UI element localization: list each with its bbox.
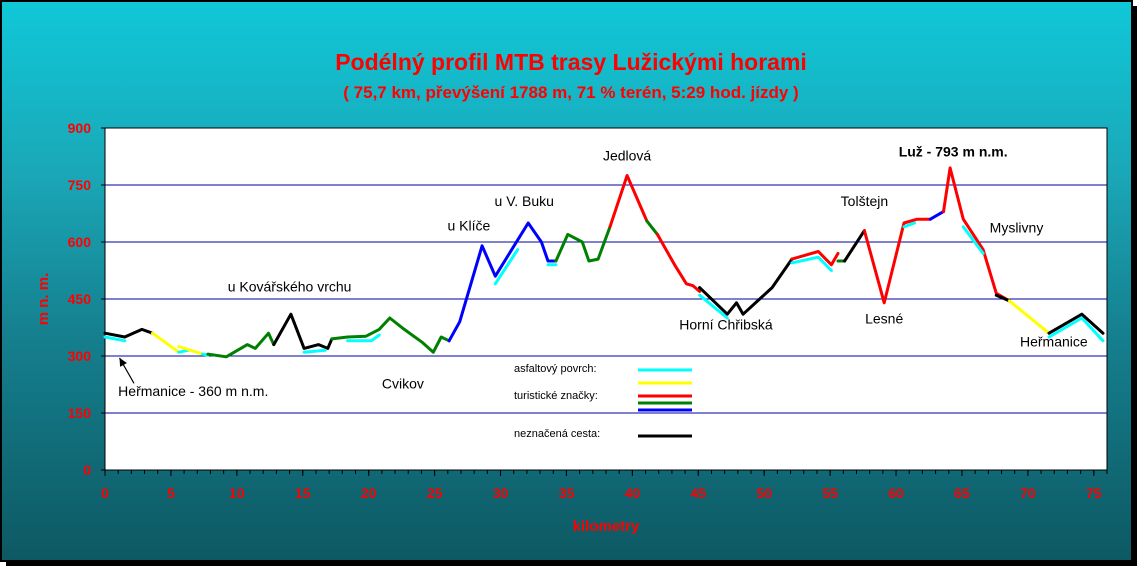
frame-shadow-bottom bbox=[6, 562, 1137, 566]
segment-cyan-28 bbox=[961, 225, 985, 255]
annotations: Heřmanice - 360 m n.m. u Kovářského vrchu… bbox=[118, 144, 1088, 399]
segment-cyan-20 bbox=[790, 255, 833, 272]
segment-yellow-2 bbox=[151, 331, 181, 354]
chart-subtitle: ( 75,7 km, převýšení 1788 m, 71 % terén,… bbox=[343, 83, 798, 102]
segment-red-17 bbox=[655, 232, 702, 293]
x-tick-label-14: 70 bbox=[1020, 485, 1036, 501]
frame-shadow-right bbox=[1133, 6, 1137, 566]
x-tick-label-1: 5 bbox=[167, 485, 175, 501]
label-hermanice-end: Heřmanice bbox=[1020, 334, 1088, 350]
legend: asfaltový povrch: turistické značky: nezna… bbox=[514, 363, 692, 440]
label-hermanice-start: Heřmanice - 360 m n.m. bbox=[118, 383, 268, 399]
segment-cyan-10 bbox=[346, 333, 381, 343]
segment-black-23 bbox=[843, 229, 866, 263]
x-tick-label-9: 45 bbox=[691, 485, 707, 501]
route-segments bbox=[103, 166, 1105, 359]
label-lesne: Lesné bbox=[865, 311, 903, 327]
legend-label-2: neznačená cesta: bbox=[514, 428, 600, 440]
segment-green-16 bbox=[645, 219, 659, 236]
segment-cyan-3 bbox=[177, 348, 190, 354]
x-tick-label-0: 0 bbox=[101, 485, 109, 501]
segment-cyan-18 bbox=[698, 293, 729, 320]
segment-red-15 bbox=[608, 174, 649, 229]
x-tick-label-3: 15 bbox=[295, 485, 311, 501]
x-tick-label-5: 25 bbox=[427, 485, 443, 501]
label-vbuku: u V. Buku bbox=[495, 193, 554, 209]
segment-cyan-0 bbox=[103, 335, 127, 343]
label-kovarsky: u Kovářského vrchu bbox=[228, 278, 352, 294]
segment-red-21 bbox=[790, 250, 840, 267]
segment-green-14 bbox=[554, 225, 612, 263]
label-tolstejn: Tolštejn bbox=[841, 193, 888, 209]
segment-red-24 bbox=[862, 217, 932, 305]
label-horni-chribska: Horní Chřibská bbox=[679, 316, 773, 332]
segment-green-9 bbox=[330, 316, 451, 354]
segment-black-19 bbox=[698, 257, 794, 316]
x-tick-label-12: 60 bbox=[888, 485, 904, 501]
x-tick-label-15: 75 bbox=[1086, 485, 1102, 501]
x-axis-label: kilometry bbox=[573, 518, 640, 535]
x-tick-label-6: 30 bbox=[493, 485, 509, 501]
x-tick-label-7: 35 bbox=[559, 485, 575, 501]
label-luz: Luž - 793 m n.m. bbox=[899, 144, 1008, 160]
x-tick-label-11: 55 bbox=[822, 485, 838, 501]
segment-green-6 bbox=[206, 331, 276, 359]
segment-cyan-8 bbox=[302, 348, 327, 354]
x-tick-label-4: 20 bbox=[361, 485, 377, 501]
y-tick-label-1: 150 bbox=[68, 405, 92, 421]
y-tick-label-0: 0 bbox=[83, 462, 91, 478]
label-jedlova: Jedlová bbox=[603, 147, 651, 163]
x-tick-label-13: 65 bbox=[954, 485, 970, 501]
y-tick-label-2: 300 bbox=[68, 348, 92, 364]
elevation-profile-chart: Podélný profil MTB trasy Lužickými horam… bbox=[35, 49, 1108, 535]
x-tick-label-2: 10 bbox=[229, 485, 245, 501]
chart-title: Podélný profil MTB trasy Lužickými horam… bbox=[335, 49, 807, 75]
label-myslivny: Myslivny bbox=[990, 220, 1044, 236]
segment-cyan-31 bbox=[1047, 316, 1105, 343]
y-tick-label-5: 750 bbox=[68, 177, 92, 193]
segment-cyan-12 bbox=[493, 248, 520, 286]
start-arrow-head bbox=[119, 357, 127, 367]
legend-label-1: turistické značky: bbox=[514, 390, 598, 402]
segment-yellow-4 bbox=[177, 345, 205, 356]
x-tick-label-10: 50 bbox=[756, 485, 772, 501]
segment-blue-11 bbox=[447, 221, 558, 343]
label-cvikov: Cvikov bbox=[382, 375, 424, 391]
y-tick-label-4: 600 bbox=[68, 234, 92, 250]
segment-blue-26 bbox=[928, 210, 945, 221]
x-tick-label-8: 40 bbox=[625, 485, 641, 501]
segment-yellow-30 bbox=[1007, 299, 1051, 335]
y-tick-label-3: 450 bbox=[68, 291, 92, 307]
grid-lines bbox=[105, 184, 1107, 414]
segment-black-1 bbox=[103, 327, 154, 339]
y-axis-label: m n. m. bbox=[35, 273, 52, 326]
axes: 0 150 300 450 600 750 900 0 5 10 15 20 25 30 35 40 45 50 5… bbox=[68, 120, 1108, 501]
segment-black-29 bbox=[994, 293, 1011, 303]
segment-cyan-25 bbox=[902, 221, 916, 229]
legend-label-0: asfaltový povrch: bbox=[514, 363, 597, 375]
segment-black-32 bbox=[1047, 312, 1105, 335]
label-klice: u Klíče bbox=[447, 218, 490, 234]
y-tick-label-6: 900 bbox=[68, 120, 92, 136]
segment-black-7 bbox=[272, 312, 334, 350]
